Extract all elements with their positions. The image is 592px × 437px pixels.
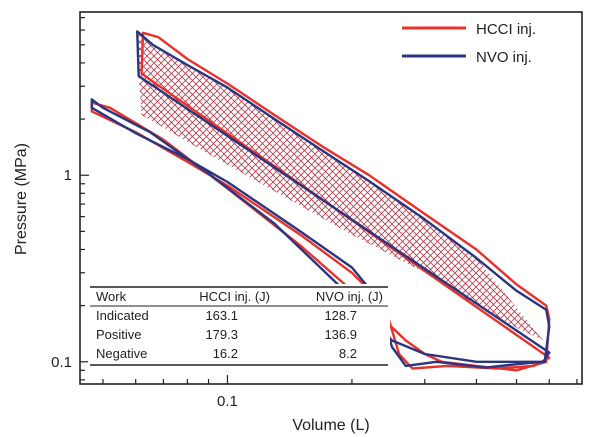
work-table-header-nvo: NVO inj. (J)	[316, 289, 383, 304]
y-tick-label: 0.1	[51, 354, 72, 371]
x-tick-label: 0.1	[217, 393, 238, 410]
work-table-row-label: Indicated	[96, 308, 149, 323]
work-table-cell: 136.9	[324, 327, 357, 342]
work-table-cell: 16.2	[213, 346, 238, 361]
work-table-cell: 163.1	[205, 308, 238, 323]
hatched-work-area	[137, 31, 544, 341]
work-table-cell: 8.2	[339, 346, 357, 361]
work-table-cell: 179.3	[205, 327, 238, 342]
work-table-row-label: Negative	[96, 346, 147, 361]
work-table-header-work: Work	[96, 289, 127, 304]
work-table-cell: 128.7	[324, 308, 357, 323]
legend-label-nvo: NVO inj.	[476, 49, 532, 66]
x-axis-label: Volume (L)	[292, 417, 369, 434]
work-table: Work HCCI inj. (J) NVO inj. (J) Indicate…	[88, 284, 390, 368]
legend-label-hcci: HCCI inj.	[476, 21, 536, 38]
work-table-header-hcci: HCCI inj. (J)	[199, 289, 270, 304]
work-table-background	[88, 284, 390, 368]
y-tick-label: 1	[64, 167, 72, 184]
plot-frame	[79, 11, 583, 385]
work-table-row-label: Positive	[96, 327, 142, 342]
legend: HCCI inj. NVO inj.	[402, 21, 536, 66]
series-line-nvo	[90, 30, 551, 369]
y-axis-label: Pressure (MPa)	[13, 143, 30, 255]
